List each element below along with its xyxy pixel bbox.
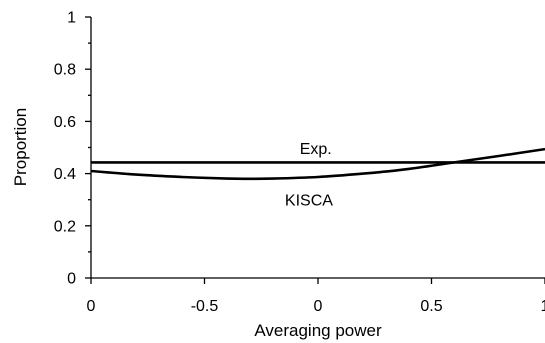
y-axis-label: Proportion bbox=[11, 108, 30, 186]
y-tick-label: 0 bbox=[67, 271, 76, 288]
x-tick-label: 0 bbox=[314, 298, 323, 315]
y-tick-label: 0.6 bbox=[54, 114, 76, 131]
y-tick-label: 1 bbox=[67, 10, 76, 27]
series-annotation: Exp. bbox=[300, 141, 332, 158]
y-tick-label: 0.8 bbox=[54, 62, 76, 79]
x-ticks: 0 -0.5 0 0.5 1 bbox=[87, 278, 545, 315]
x-tick-label: -0.5 bbox=[191, 298, 219, 315]
annotation-layer: Exp. KISCA bbox=[285, 141, 333, 210]
series-annotation: KISCA bbox=[285, 193, 333, 210]
series-line-kisca bbox=[90, 147, 545, 181]
y-ticks: 0 0.2 0.4 0.6 0.8 1 bbox=[54, 10, 91, 288]
y-tick-label: 0.4 bbox=[54, 166, 76, 183]
x-tick-label: 1 bbox=[541, 298, 545, 315]
x-axis-label: Averaging power bbox=[254, 321, 382, 340]
y-tick-label: 0.2 bbox=[54, 218, 76, 235]
series-layer bbox=[90, 147, 545, 181]
x-tick-label: 0 bbox=[87, 298, 96, 315]
x-tick-label: 0.5 bbox=[420, 298, 442, 315]
